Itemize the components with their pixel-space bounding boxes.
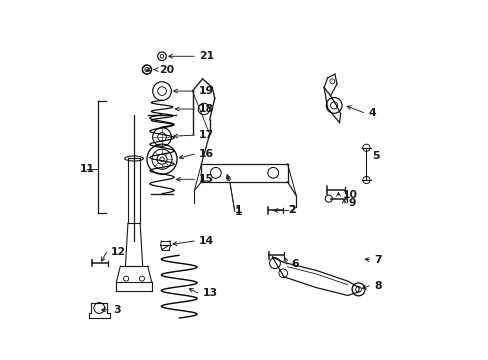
Text: 20: 20 [159,64,174,75]
Text: 14: 14 [199,236,214,246]
Text: 13: 13 [202,288,217,298]
Text: 1: 1 [234,207,242,217]
Text: 11: 11 [80,164,94,174]
Text: 7: 7 [373,255,381,265]
Text: 19: 19 [199,86,214,96]
Text: 17: 17 [199,130,214,140]
Text: 1: 1 [234,206,242,216]
Text: 3: 3 [113,305,120,315]
Text: 6: 6 [291,259,299,269]
Text: 12: 12 [111,247,126,257]
Text: 5: 5 [371,150,379,161]
Text: 21: 21 [199,51,214,61]
Text: 2: 2 [287,206,295,216]
Text: 9: 9 [348,198,356,208]
Text: 16: 16 [199,149,214,159]
Text: 10: 10 [343,190,357,200]
Text: 4: 4 [367,108,375,118]
Text: 2: 2 [287,206,295,216]
Text: 18: 18 [199,104,214,114]
Text: 8: 8 [373,281,381,291]
Text: 15: 15 [199,174,214,184]
